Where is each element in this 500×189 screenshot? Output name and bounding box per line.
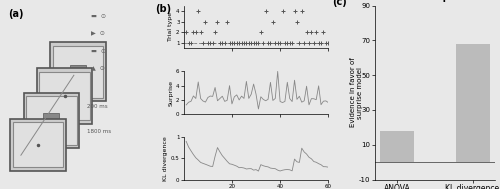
- Y-axis label: KL divergence: KL divergence: [163, 136, 168, 181]
- FancyBboxPatch shape: [40, 72, 90, 120]
- Bar: [456, 44, 490, 162]
- FancyBboxPatch shape: [10, 119, 66, 171]
- Text: (a): (a): [8, 9, 23, 19]
- FancyBboxPatch shape: [24, 93, 79, 148]
- FancyBboxPatch shape: [13, 122, 64, 167]
- FancyBboxPatch shape: [50, 42, 106, 101]
- Y-axis label: Trial type: Trial type: [168, 12, 173, 41]
- Text: (c): (c): [332, 0, 347, 7]
- Title: Model comparison: Model comparison: [388, 0, 481, 2]
- FancyBboxPatch shape: [70, 65, 86, 79]
- Text: (b): (b): [155, 4, 171, 14]
- Text: ▲  ⊙: ▲ ⊙: [91, 67, 105, 71]
- FancyBboxPatch shape: [26, 96, 76, 145]
- Y-axis label: Evidence in favor of
surprise model: Evidence in favor of surprise model: [350, 58, 362, 128]
- FancyBboxPatch shape: [44, 113, 60, 127]
- Bar: [380, 131, 414, 162]
- Text: ▬  ⊙: ▬ ⊙: [91, 14, 106, 19]
- FancyBboxPatch shape: [52, 46, 103, 98]
- FancyBboxPatch shape: [37, 68, 92, 124]
- Text: ▶  ⊙: ▶ ⊙: [91, 32, 105, 37]
- Text: 200 ms: 200 ms: [87, 104, 108, 109]
- Text: 1800 ms: 1800 ms: [87, 129, 111, 134]
- Y-axis label: Surprise: Surprise: [168, 80, 173, 106]
- Text: ▬  ⊙: ▬ ⊙: [91, 49, 106, 54]
